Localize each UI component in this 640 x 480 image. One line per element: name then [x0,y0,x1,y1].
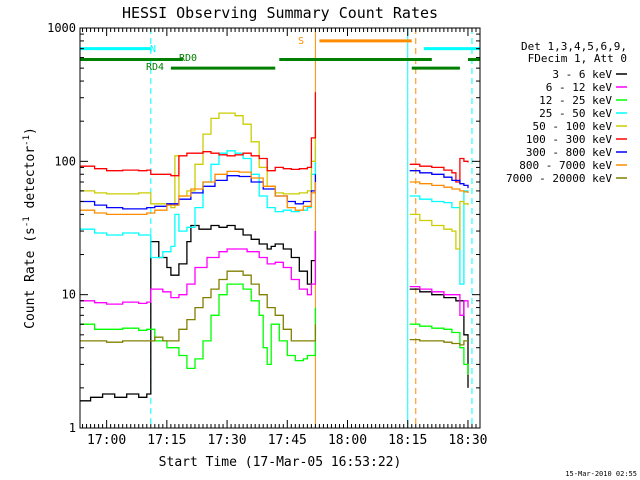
series-1-line-1 [409,285,469,316]
legend-label-2: 12 - 25 keV [539,94,612,107]
flag-label-1: S [298,36,304,47]
x-tick-label-4: 18:00 [328,433,367,448]
series-1-line-0 [80,231,317,305]
legend-label-0: 3 - 6 keV [552,68,612,81]
x-axis-label: Start Time (17-Mar-05 16:53:22) [159,455,402,470]
x-axis: 17:00 17:15 17:30 17:45 18:00 18:15 18:30 [82,28,488,448]
y-axis-label: Count Rate (s-1 detector-1) [22,127,38,329]
legend-header-1: FDecim 1, Att 0 [528,52,627,65]
series-5-line-1 [409,157,469,183]
flag-label-2: RD0 [179,53,197,64]
legend: Det 1,3,4,5,6,9,FDecim 1, Att 0 3 - 6 keV… [506,40,627,185]
y-tick-label-3: 1000 [47,21,76,35]
legend-label-7: 800 - 7000 keV [519,159,612,172]
series-2-line-1 [409,323,469,375]
legend-label-6: 300 - 800 keV [526,146,612,159]
x-tick-label-5: 18:15 [388,433,427,448]
flag-label-3: RD4 [146,62,164,73]
x-tick-label-0: 17:00 [87,433,126,448]
legend-label-5: 100 - 300 keV [526,133,612,146]
x-tick-label-1: 17:15 [147,433,186,448]
series-2-line-0 [80,283,317,370]
chart-title: HESSI Observing Summary Count Rates [122,4,438,22]
series-7-line-1 [409,181,469,193]
series-7-line-0 [80,170,317,216]
series-0-line-1 [409,288,469,388]
legend-label-8: 7000 - 20000 keV [506,172,612,185]
y-tick-label-0: 1 [69,421,76,435]
series-8-line-0 [80,270,317,343]
series-4-line-0 [80,112,317,209]
x-tick-label-6: 18:30 [448,433,487,448]
y-tick-label-2: 100 [54,154,76,168]
x-tick-label-3: 17:45 [268,433,307,448]
y-axis-label-mid: detector [23,146,38,217]
series-3-line-0 [80,146,317,259]
series-4-line-1 [409,200,469,250]
series-6-line-0 [80,174,317,210]
legend-label-4: 50 - 100 keV [533,120,613,133]
series-6-line-1 [409,170,469,189]
legend-label-3: 25 - 50 keV [539,107,612,120]
y-axis-label-base: Count Rate (s [23,227,38,329]
x-tick-label-2: 17:30 [208,433,247,448]
legend-label-1: 6 - 12 keV [546,81,613,94]
series-8-line-1 [409,338,468,346]
legend-header-0: Det 1,3,4,5,6,9, [521,40,627,53]
series-5-line-0 [80,92,317,177]
footer-timestamp: 15-Mar-2010 02:55 [565,470,637,478]
y-axis: 1 10 100 1000 [47,21,480,435]
series-0-line-0 [80,224,317,402]
plot-frame [79,27,481,429]
y-axis-label-sup-1: -1 [22,216,32,227]
flag-label-0: N [150,44,156,55]
plot-content: N S RD0 RD4 [79,28,480,428]
y-tick-label-1: 10 [62,288,76,302]
series-3-line-1 [409,190,469,285]
y-axis-label-end: ) [23,127,38,135]
y-axis-label-sup-2: -1 [22,135,32,146]
svg-text:Count Rate (s-1 detector-1): Count Rate (s-1 detector-1) [22,127,38,329]
